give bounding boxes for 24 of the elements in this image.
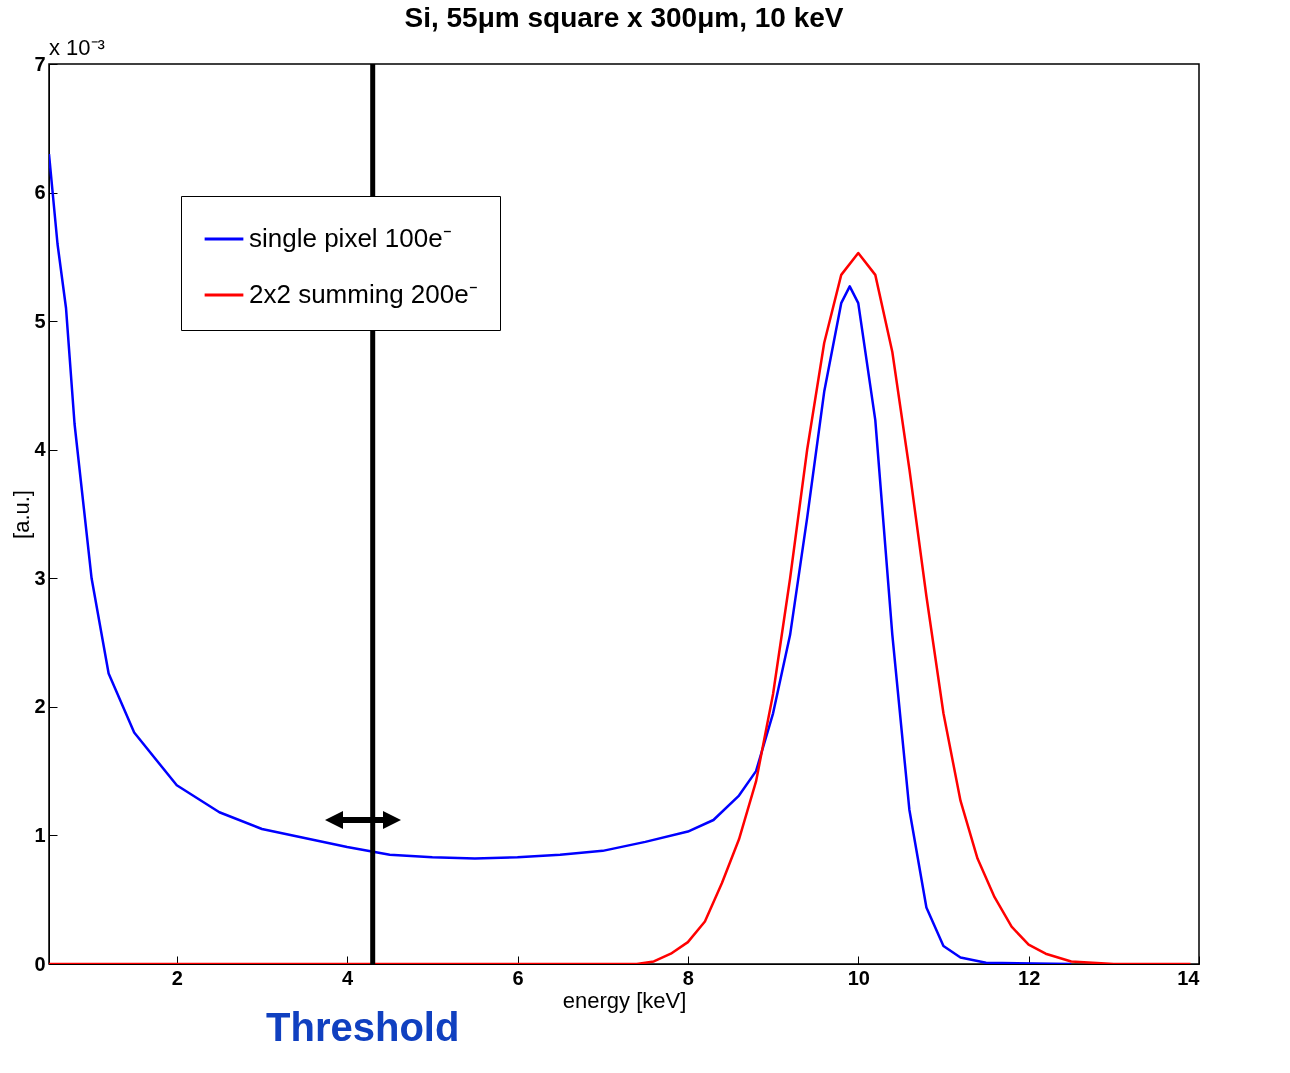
- legend-label: 2x2 summing 200e⁻: [249, 279, 478, 309]
- line-series: [49, 251, 1192, 964]
- x-tick-label: 6: [512, 966, 524, 989]
- x-tick-label: 12: [1018, 966, 1041, 989]
- x-tick-label: 4: [342, 966, 355, 989]
- y-tick-label: 4: [34, 438, 47, 461]
- ref-line-label: Threshold: [266, 1005, 460, 1049]
- y-tick-label: 7: [34, 52, 46, 75]
- y-tick-label: 6: [34, 181, 46, 204]
- x-axis-title: energy [keV]: [562, 987, 687, 1013]
- legend-label: single pixel 100e⁻: [249, 223, 452, 253]
- y-axis-title: [a.u.]: [9, 490, 35, 539]
- line-series: [49, 152, 1073, 964]
- text: x 10⁻³: [49, 35, 105, 60]
- x-tick-label: 14: [1177, 966, 1201, 989]
- x-tick-label: 8: [682, 966, 694, 989]
- x-tick-label: 10: [847, 966, 870, 989]
- y-tick-label: 0: [34, 952, 46, 975]
- y-tick-label: 2: [34, 695, 46, 718]
- y-tick-label: 5: [34, 309, 46, 332]
- y-tick-label: 1: [34, 823, 46, 846]
- x-tick-label: 2: [171, 966, 183, 989]
- chart-title: Si, 55μm square x 300μm, 10 keV: [404, 2, 844, 33]
- y-tick-label: 3: [34, 566, 46, 589]
